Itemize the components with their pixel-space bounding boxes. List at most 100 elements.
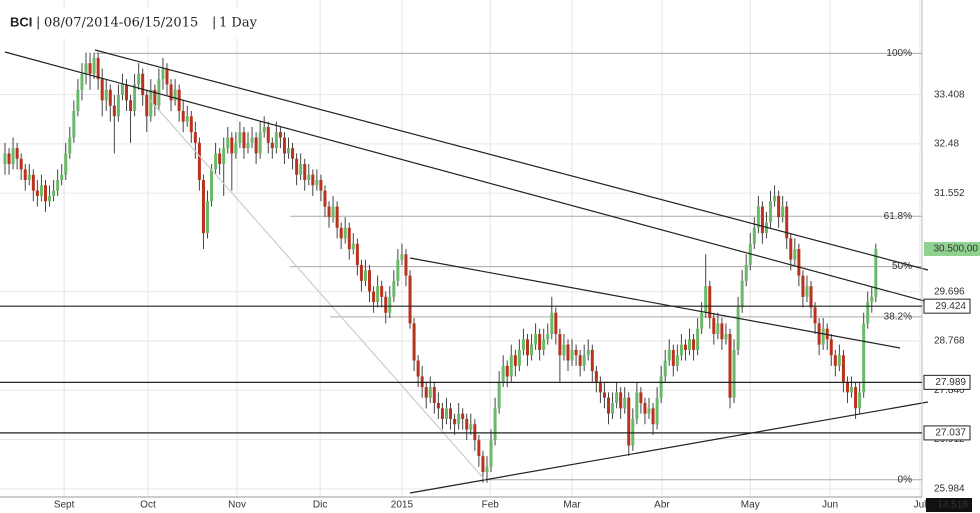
symbol: BCI (10, 14, 32, 29)
trend-lines (4, 49, 929, 494)
candle-body (833, 355, 837, 366)
candle-body (793, 249, 797, 260)
candle-body (218, 153, 222, 165)
candle-body (598, 381, 602, 393)
x-tick-label: Jul (914, 500, 927, 511)
candle-body (428, 387, 432, 398)
candle-body (347, 227, 351, 250)
candle-body (359, 264, 363, 281)
candle-body (461, 413, 465, 419)
candle-body (837, 355, 841, 366)
price-box-label: 27.989 (935, 377, 966, 388)
candle-body (56, 180, 60, 191)
candle-body (137, 73, 141, 85)
candle-body (133, 84, 137, 111)
candle-body (197, 142, 201, 181)
trend-line (149, 99, 486, 481)
y-tick-label: 25.984 (934, 483, 965, 494)
candle-body (675, 355, 679, 366)
candle-body (538, 333, 542, 350)
candle-body (493, 408, 497, 441)
x-tick-label: Dic (313, 500, 327, 511)
candle-body (157, 79, 161, 106)
candle-body (704, 286, 708, 313)
candle-body (489, 440, 493, 467)
candle-body (368, 270, 372, 292)
candle-body (817, 323, 821, 345)
candle-body (193, 132, 197, 143)
candle-body (400, 254, 404, 260)
trend-line (409, 257, 901, 349)
x-tick-label: Sept (54, 500, 75, 511)
x-tick-label: 2015 (391, 500, 414, 511)
candle-body (477, 440, 481, 457)
candle-body (542, 339, 546, 350)
candle-body (651, 408, 655, 425)
fib-label: 50% (892, 261, 912, 272)
candle-body (716, 323, 720, 334)
candle-body (805, 286, 809, 297)
bottom-label: 14.518 (937, 500, 968, 511)
candle-body (412, 323, 416, 361)
candle-body (841, 355, 845, 382)
candle-body (161, 68, 165, 80)
price-box (923, 374, 971, 390)
candle-body (611, 403, 615, 414)
candle-body (100, 79, 104, 101)
y-tick-label: 27.840 (934, 385, 965, 396)
x-tick-label: Feb (482, 500, 500, 511)
candle-body (858, 392, 862, 409)
candle-body (282, 137, 286, 154)
candle-body (7, 153, 11, 165)
candle-body (590, 349, 594, 372)
candle-body (708, 286, 712, 319)
candle-body (396, 259, 400, 281)
candle-body (436, 403, 440, 409)
fib-levels: 100% 61.8% 50% 38.2% 0% (95, 48, 922, 485)
candle-body (153, 89, 157, 106)
candle-body (234, 142, 238, 154)
candle-body (777, 195, 781, 218)
candle-body (679, 344, 683, 356)
x-tick-label: Nov (228, 500, 246, 511)
candles (3, 52, 878, 483)
candle-body (124, 84, 128, 101)
candle-body (449, 408, 453, 419)
candle-body (315, 180, 319, 186)
fib-label: 38.2% (884, 312, 912, 323)
candle-body (696, 328, 700, 350)
candle-body (206, 201, 210, 234)
candle-body (319, 180, 323, 191)
candle-body (501, 365, 505, 382)
candle-body (189, 116, 193, 133)
candle-body (323, 190, 327, 207)
candle-body (201, 180, 205, 234)
candle-body (659, 376, 663, 398)
candle-body (671, 349, 675, 366)
candle-body (295, 158, 299, 175)
candle-body (647, 408, 651, 414)
candle-body (331, 206, 335, 218)
price-box-label: 29.424 (935, 301, 966, 312)
x-tick-label: Oct (140, 500, 156, 511)
candle-body (169, 84, 173, 101)
price-box (923, 298, 971, 314)
candle-body (214, 153, 218, 170)
candle-body (809, 286, 813, 308)
grid (0, 0, 922, 497)
candle-body (781, 206, 785, 218)
candle-body (525, 339, 529, 356)
candle-body (120, 84, 124, 96)
candle-body (606, 397, 610, 414)
candle-body (299, 164, 303, 175)
candle-body (15, 148, 19, 159)
candle-body (785, 206, 789, 239)
candle-body (270, 142, 274, 149)
date-range: 08/07/2014-06/15/2015 (44, 16, 198, 31)
candle-body (854, 387, 858, 409)
candle-body (23, 169, 27, 181)
candle-body (505, 365, 509, 377)
candle-body (497, 381, 501, 409)
candle-body (724, 333, 728, 340)
